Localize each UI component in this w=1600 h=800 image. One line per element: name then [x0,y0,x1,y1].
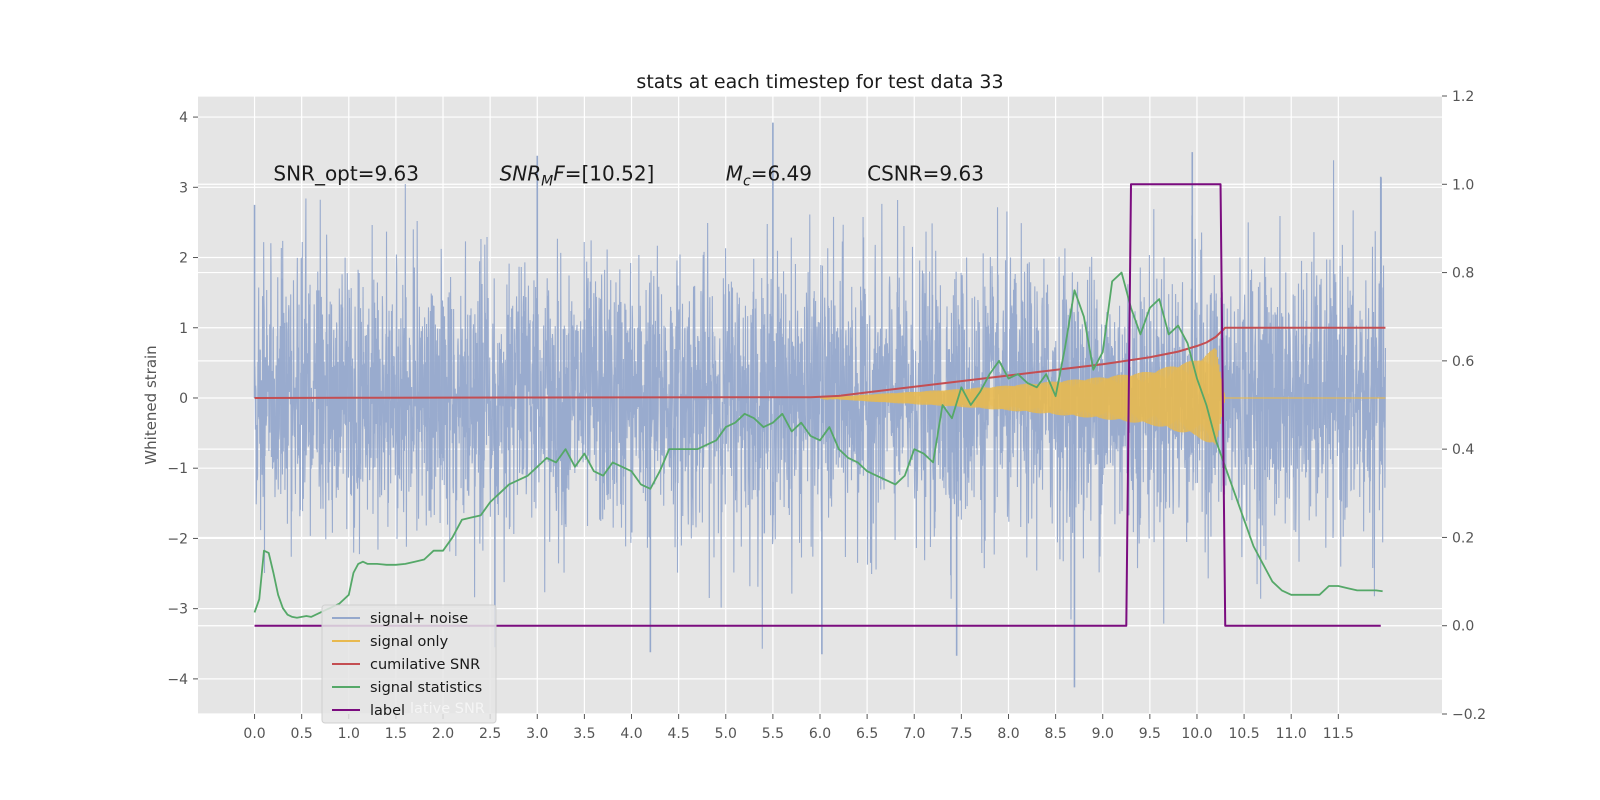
y2-tick-label: 1.2 [1452,89,1474,105]
series-signal-only [819,348,1386,445]
y2-tick-label: 1.0 [1452,177,1474,193]
legend-label: label [370,703,405,719]
legend-label: signal statistics [370,680,482,696]
y2-tick-label: 0.2 [1452,530,1474,546]
x-tick-label: 9.0 [1092,726,1114,742]
x-tick-label: 6.5 [856,726,878,742]
x-tick-label: 2.5 [479,726,501,742]
y-tick-label: 2 [179,251,188,267]
x-tick-label: 4.0 [620,726,642,742]
series-label [254,183,1381,627]
x-tick-label: 9.5 [1139,726,1161,742]
x-tick-label: 8.5 [1044,726,1066,742]
y-tick-label: 0 [179,391,188,407]
x-tick-label: 4.5 [668,726,690,742]
y-axis-ticks: 4 3 2 1 0 −1 −2 −3 −4 [167,110,198,688]
annotation-subscript: M [541,173,553,189]
annotation-text: SNR_opt=9.63 [273,161,419,185]
annotation-suffix: =6.49 [751,161,812,185]
y-tick-label: 1 [179,321,188,337]
x-axis-ticks: 0.0 0.5 1.0 1.5 2.0 2.5 3.0 3.5 4.0 4.5 5.0 5.5 6.0 6… [243,714,1354,742]
annotation-prefix: SNR [500,161,542,185]
y-tick-label: −1 [167,461,188,477]
y2-tick-label: 0.4 [1452,442,1474,458]
x-tick-label: 6.0 [809,726,831,742]
x-tick-label: 0.0 [243,726,265,742]
annotation-text: SNRMF=[10.52] [500,161,655,189]
x-tick-label: 0.5 [291,726,313,742]
series-signal-statistics [253,271,1383,619]
x-tick-label: 11.0 [1276,726,1307,742]
x-tick-label: 11.5 [1323,726,1354,742]
y-tick-label: −4 [167,672,188,688]
legend-box [321,604,497,724]
x-tick-label: 5.0 [715,726,737,742]
x-tick-label: 3.5 [573,726,595,742]
legend-ghost-text: lative SNR [410,701,485,717]
x-tick-label: 1.0 [338,726,360,742]
annotation-suffix: F=[10.52] [553,161,654,185]
annotation-subscript: c [743,173,751,189]
x-tick-label: 8.0 [997,726,1019,742]
annotation-text: CSNR=9.63 [867,161,984,185]
x-tick-label: 7.5 [950,726,972,742]
right-y-axis-ticks: 1.2 1.0 0.8 0.6 0.4 0.2 0.0 −0.2 [1442,89,1486,723]
annotation-value: =[10.52] [565,161,655,185]
series-signal-noise [254,160,1386,649]
x-tick-label: 3.0 [526,726,548,742]
x-tick-label: 2.0 [432,726,454,742]
legend-label: cumilative SNR [370,657,480,673]
y-tick-label: −2 [167,531,188,547]
y2-tick-label: 0.8 [1452,266,1474,282]
legend: lative SNR signal+ noise signal only cumila… [321,604,497,724]
y-tick-label: 4 [179,110,188,126]
chart-title: stats at each timestep for test data 33 [636,71,1003,93]
annotation-prefix: SNR_opt=9.63 [273,161,419,185]
y-tick-label: −3 [167,602,188,618]
y2-tick-label: 0.6 [1452,354,1474,370]
x-tick-label: 10.0 [1181,726,1212,742]
x-tick-label: 1.5 [385,726,407,742]
annotation-prefix: CSNR=9.63 [867,161,984,185]
x-tick-label: 10.5 [1229,726,1260,742]
x-tick-label: 5.5 [762,726,784,742]
annotation-text: Mc=6.49 [726,161,812,189]
series-layer [253,122,1386,688]
legend-label: signal+ noise [370,611,468,627]
y-tick-label: 3 [179,180,188,196]
y-axis-label: Whitened strain [142,345,160,464]
annotation-italic-letter: F [553,161,565,185]
y2-tick-label: −0.2 [1452,707,1486,723]
annotations: SNR_opt=9.63 SNRMF=[10.52] Mc=6.49 CSNR=9.6… [273,161,984,189]
x-tick-label: 7.0 [903,726,925,742]
legend-label: signal only [370,634,449,650]
y2-tick-label: 0.0 [1452,619,1474,635]
annotation-prefix: M [726,161,743,185]
series-cumulative-snr [254,326,1386,399]
